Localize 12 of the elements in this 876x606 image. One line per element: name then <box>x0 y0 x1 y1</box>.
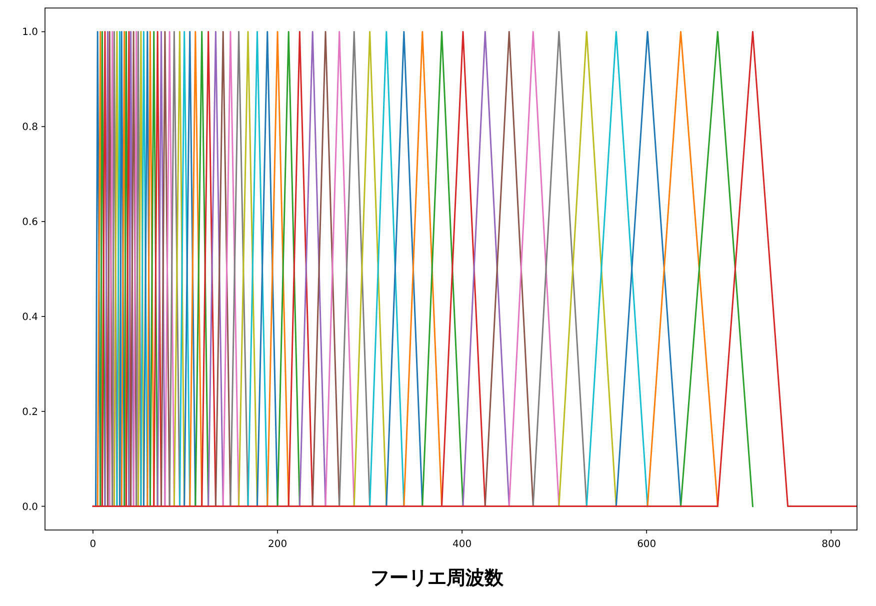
x-tick-label: 0 <box>90 539 96 550</box>
y-tick-label: 0.6 <box>22 217 38 228</box>
x-tick-label: 400 <box>452 539 472 550</box>
y-tick-label: 0.8 <box>22 122 38 134</box>
y-tick-label: 0.2 <box>22 406 38 418</box>
x-axis-title: フーリエ周波数 <box>370 567 504 589</box>
y-tick-label: 0.4 <box>22 312 38 323</box>
x-tick-label: 800 <box>822 539 841 550</box>
x-tick-label: 200 <box>268 539 288 550</box>
y-tick-label: 0.0 <box>22 502 38 513</box>
y-tick-label: 1.0 <box>22 27 38 38</box>
x-tick-label: 600 <box>637 539 656 550</box>
